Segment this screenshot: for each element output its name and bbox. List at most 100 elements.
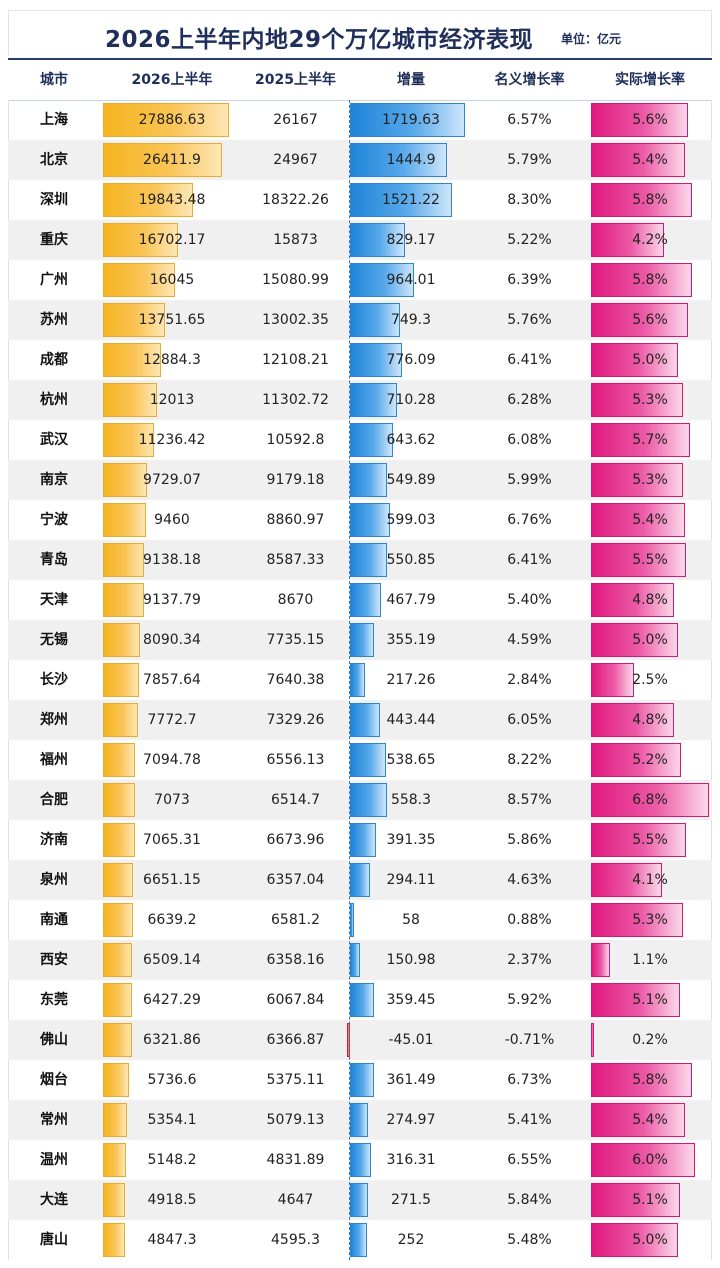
table-row: 杭州 12013 11302.72 710.28 6.28% 5.3% <box>8 380 712 420</box>
value-real-growth: 5.5% <box>632 552 668 568</box>
bar-real-growth-value <box>591 663 635 697</box>
bar-real-growth-value <box>591 183 692 217</box>
value-increase: 829.17 <box>386 232 436 248</box>
bar-real-growth-value <box>591 463 683 497</box>
value-2025: 6366.87 <box>266 1032 325 1048</box>
bar-real-growth-value <box>591 263 692 297</box>
value-real-growth: 5.8% <box>632 192 668 208</box>
value-2025: 4647 <box>277 1192 314 1208</box>
bar-increase-value <box>350 783 388 817</box>
bar-real-growth-value <box>591 343 678 377</box>
value-2025: 6357.04 <box>266 872 325 888</box>
bar-real-growth-value <box>591 423 690 457</box>
table-row: 大连 4918.5 4647 271.5 5.84% 5.1% <box>8 1180 712 1220</box>
city-name: 西安 <box>40 952 68 968</box>
value-2025: 7735.15 <box>266 632 325 648</box>
value-increase: 252 <box>397 1232 425 1248</box>
value-real-growth: 5.0% <box>632 352 668 368</box>
value-nominal-growth: 0.88% <box>507 912 552 928</box>
value-2025: 15873 <box>273 232 318 248</box>
value-increase: 467.79 <box>386 592 436 608</box>
value-2025: 6067.84 <box>266 992 325 1008</box>
bar-real-growth-value <box>591 623 678 657</box>
city-name: 泉州 <box>40 872 68 888</box>
table-row: 烟台 5736.6 5375.11 361.49 6.73% 5.8% <box>8 1060 712 1100</box>
value-nominal-growth: 5.99% <box>507 472 552 488</box>
bar-2026-value <box>103 1023 132 1057</box>
value-real-growth: 2.5% <box>632 672 668 688</box>
value-increase: 150.98 <box>386 952 436 968</box>
bar-real-growth-value <box>591 1023 595 1057</box>
value-2026: 7073 <box>154 792 190 808</box>
city-name: 常州 <box>40 1112 68 1128</box>
value-2026: 5148.2 <box>147 1152 197 1168</box>
bar-real-growth-value <box>591 903 683 937</box>
value-2025: 8670 <box>277 592 314 608</box>
table-row: 青岛 9138.18 8587.33 550.85 6.41% 5.5% <box>8 540 712 580</box>
bar-2026-value <box>103 943 133 977</box>
value-2025: 7329.26 <box>266 712 325 728</box>
value-2026: 7065.31 <box>143 832 201 848</box>
bar-increase-value <box>350 823 377 857</box>
value-increase: 359.45 <box>386 992 436 1008</box>
bar-2026-value <box>103 783 135 817</box>
table-row: 济南 7065.31 6673.96 391.35 5.86% 5.5% <box>8 820 712 860</box>
table-row: 长沙 7857.64 7640.38 217.26 2.84% 2.5% <box>8 660 712 700</box>
bar-increase-value <box>350 663 365 697</box>
bar-increase-value <box>350 543 387 577</box>
table-row: 南京 9729.07 9179.18 549.89 5.99% 5.3% <box>8 460 712 500</box>
bar-increase-value <box>350 503 391 537</box>
bar-increase-value <box>350 423 394 457</box>
city-name: 济南 <box>40 832 68 848</box>
bar-real-growth-value <box>591 223 664 257</box>
bar-2026-value <box>103 1223 125 1257</box>
table-row: 郑州 7772.7 7329.26 443.44 6.05% 4.8% <box>8 700 712 740</box>
bar-2026-value <box>103 903 133 937</box>
value-real-growth: 5.4% <box>632 152 668 168</box>
value-2025: 5375.11 <box>266 1072 325 1088</box>
value-2025: 8860.97 <box>266 512 325 528</box>
header-2026: 2026上半年 <box>131 72 213 88</box>
bar-2026-value <box>103 143 223 177</box>
city-name: 南通 <box>40 912 68 928</box>
value-2026: 12013 <box>149 392 195 408</box>
city-name: 佛山 <box>40 1032 68 1048</box>
bar-2026-value <box>103 583 145 617</box>
value-increase: 58 <box>402 912 420 928</box>
value-real-growth: 6.0% <box>632 1152 668 1168</box>
value-increase: 599.03 <box>386 512 436 528</box>
value-2025: 6581.2 <box>271 912 320 928</box>
bar-increase-value <box>350 703 380 737</box>
table-row: 泉州 6651.15 6357.04 294.11 4.63% 4.1% <box>8 860 712 900</box>
bar-real-growth-value <box>591 1183 680 1217</box>
city-name: 唐山 <box>40 1232 68 1248</box>
value-real-growth: 5.6% <box>632 312 668 328</box>
chart-title: 2026上半年内地29个万亿城市经济表现 <box>104 27 534 53</box>
value-increase: 1444.9 <box>386 152 436 168</box>
bar-increase-value <box>350 943 361 977</box>
city-name: 成都 <box>40 352 68 368</box>
bar-2026-value <box>103 303 166 337</box>
value-2025: 4831.89 <box>266 1152 325 1168</box>
value-nominal-growth: 4.59% <box>507 632 552 648</box>
unit-label: 单位：亿元 <box>561 32 622 46</box>
value-2025: 9179.18 <box>266 472 325 488</box>
value-2025: 6556.13 <box>266 752 325 768</box>
value-increase: 443.44 <box>386 712 436 728</box>
value-increase: 749.3 <box>390 312 432 328</box>
value-2026: 6651.15 <box>143 872 201 888</box>
value-increase: 274.97 <box>386 1112 436 1128</box>
bar-increase-value <box>350 463 387 497</box>
bar-real-growth-value <box>591 143 685 177</box>
value-nominal-growth: 6.76% <box>507 512 552 528</box>
value-real-growth: 5.1% <box>632 1192 668 1208</box>
value-2026: 11236.42 <box>138 432 206 448</box>
bar-increase-value <box>350 143 447 177</box>
bar-real-growth-value <box>591 1143 696 1177</box>
value-2026: 12884.3 <box>143 352 201 368</box>
value-real-growth: 4.8% <box>632 592 668 608</box>
table-row: 无锡 8090.34 7735.15 355.19 4.59% 5.0% <box>8 620 712 660</box>
value-nominal-growth: 5.76% <box>507 312 552 328</box>
bar-real-growth-value <box>591 983 680 1017</box>
city-name: 东莞 <box>40 992 68 1008</box>
